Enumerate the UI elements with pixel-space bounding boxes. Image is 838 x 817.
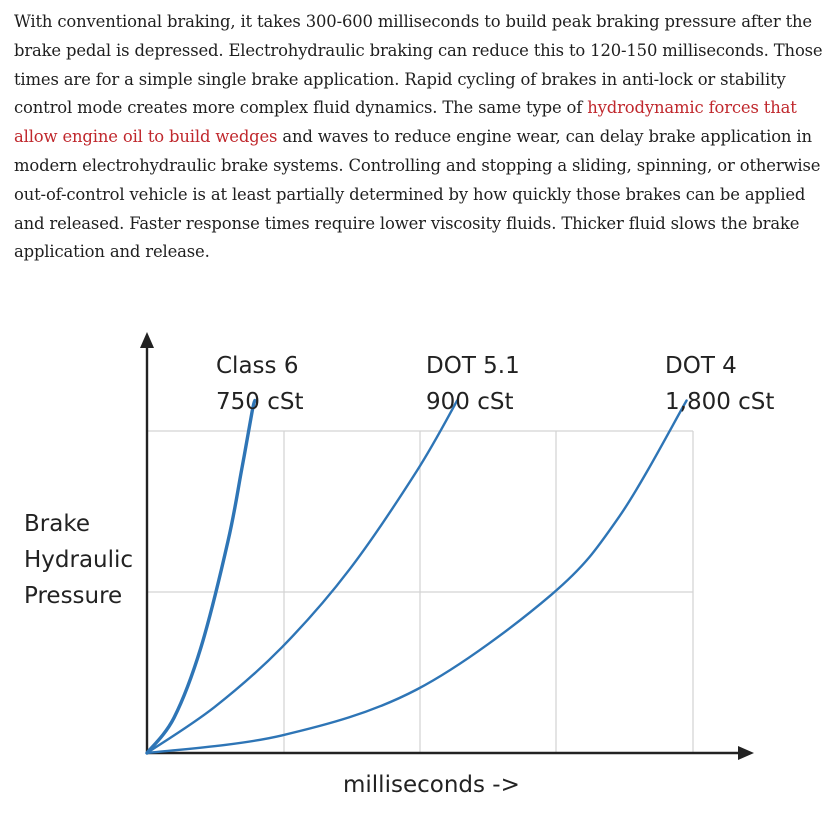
series-label-dot4-viscosity: 1,800 cSt xyxy=(665,389,774,415)
series-label-dot4-name: DOT 4 xyxy=(665,353,737,379)
y-axis-label-line-3: Pressure xyxy=(24,583,122,609)
series-curves xyxy=(145,398,688,755)
series-label-class6-viscosity: 750 cSt xyxy=(216,389,303,415)
axes xyxy=(140,332,754,760)
article-link[interactable]: hydrodynamic forces that allow engine oi… xyxy=(14,98,797,147)
article-text-before-link: With conventional braking, it takes 300-… xyxy=(14,12,823,118)
series-line-dot-4 xyxy=(145,399,688,755)
series-line-dot-5-1 xyxy=(145,399,459,755)
y-axis-label-line-2: Hydraulic xyxy=(24,547,133,573)
pressure-chart: Class 6 750 cSt DOT 5.1 900 cSt DOT 4 1,… xyxy=(24,332,774,798)
article-text-after-link: and waves to reduce engine wear, can del… xyxy=(14,127,821,262)
article-paragraph: With conventional braking, it takes 300-… xyxy=(14,8,824,267)
y-axis-label-line-1: Brake xyxy=(24,511,90,537)
series-line-class-6 xyxy=(145,398,257,755)
x-axis-arrow-icon xyxy=(738,746,754,760)
grid xyxy=(147,430,694,753)
y-axis-arrow-icon xyxy=(140,332,154,348)
series-label-dot51-name: DOT 5.1 xyxy=(426,353,520,379)
series-label-dot51-viscosity: 900 cSt xyxy=(426,389,513,415)
x-axis-label: milliseconds -> xyxy=(343,772,520,798)
series-label-class6-name: Class 6 xyxy=(216,353,298,379)
